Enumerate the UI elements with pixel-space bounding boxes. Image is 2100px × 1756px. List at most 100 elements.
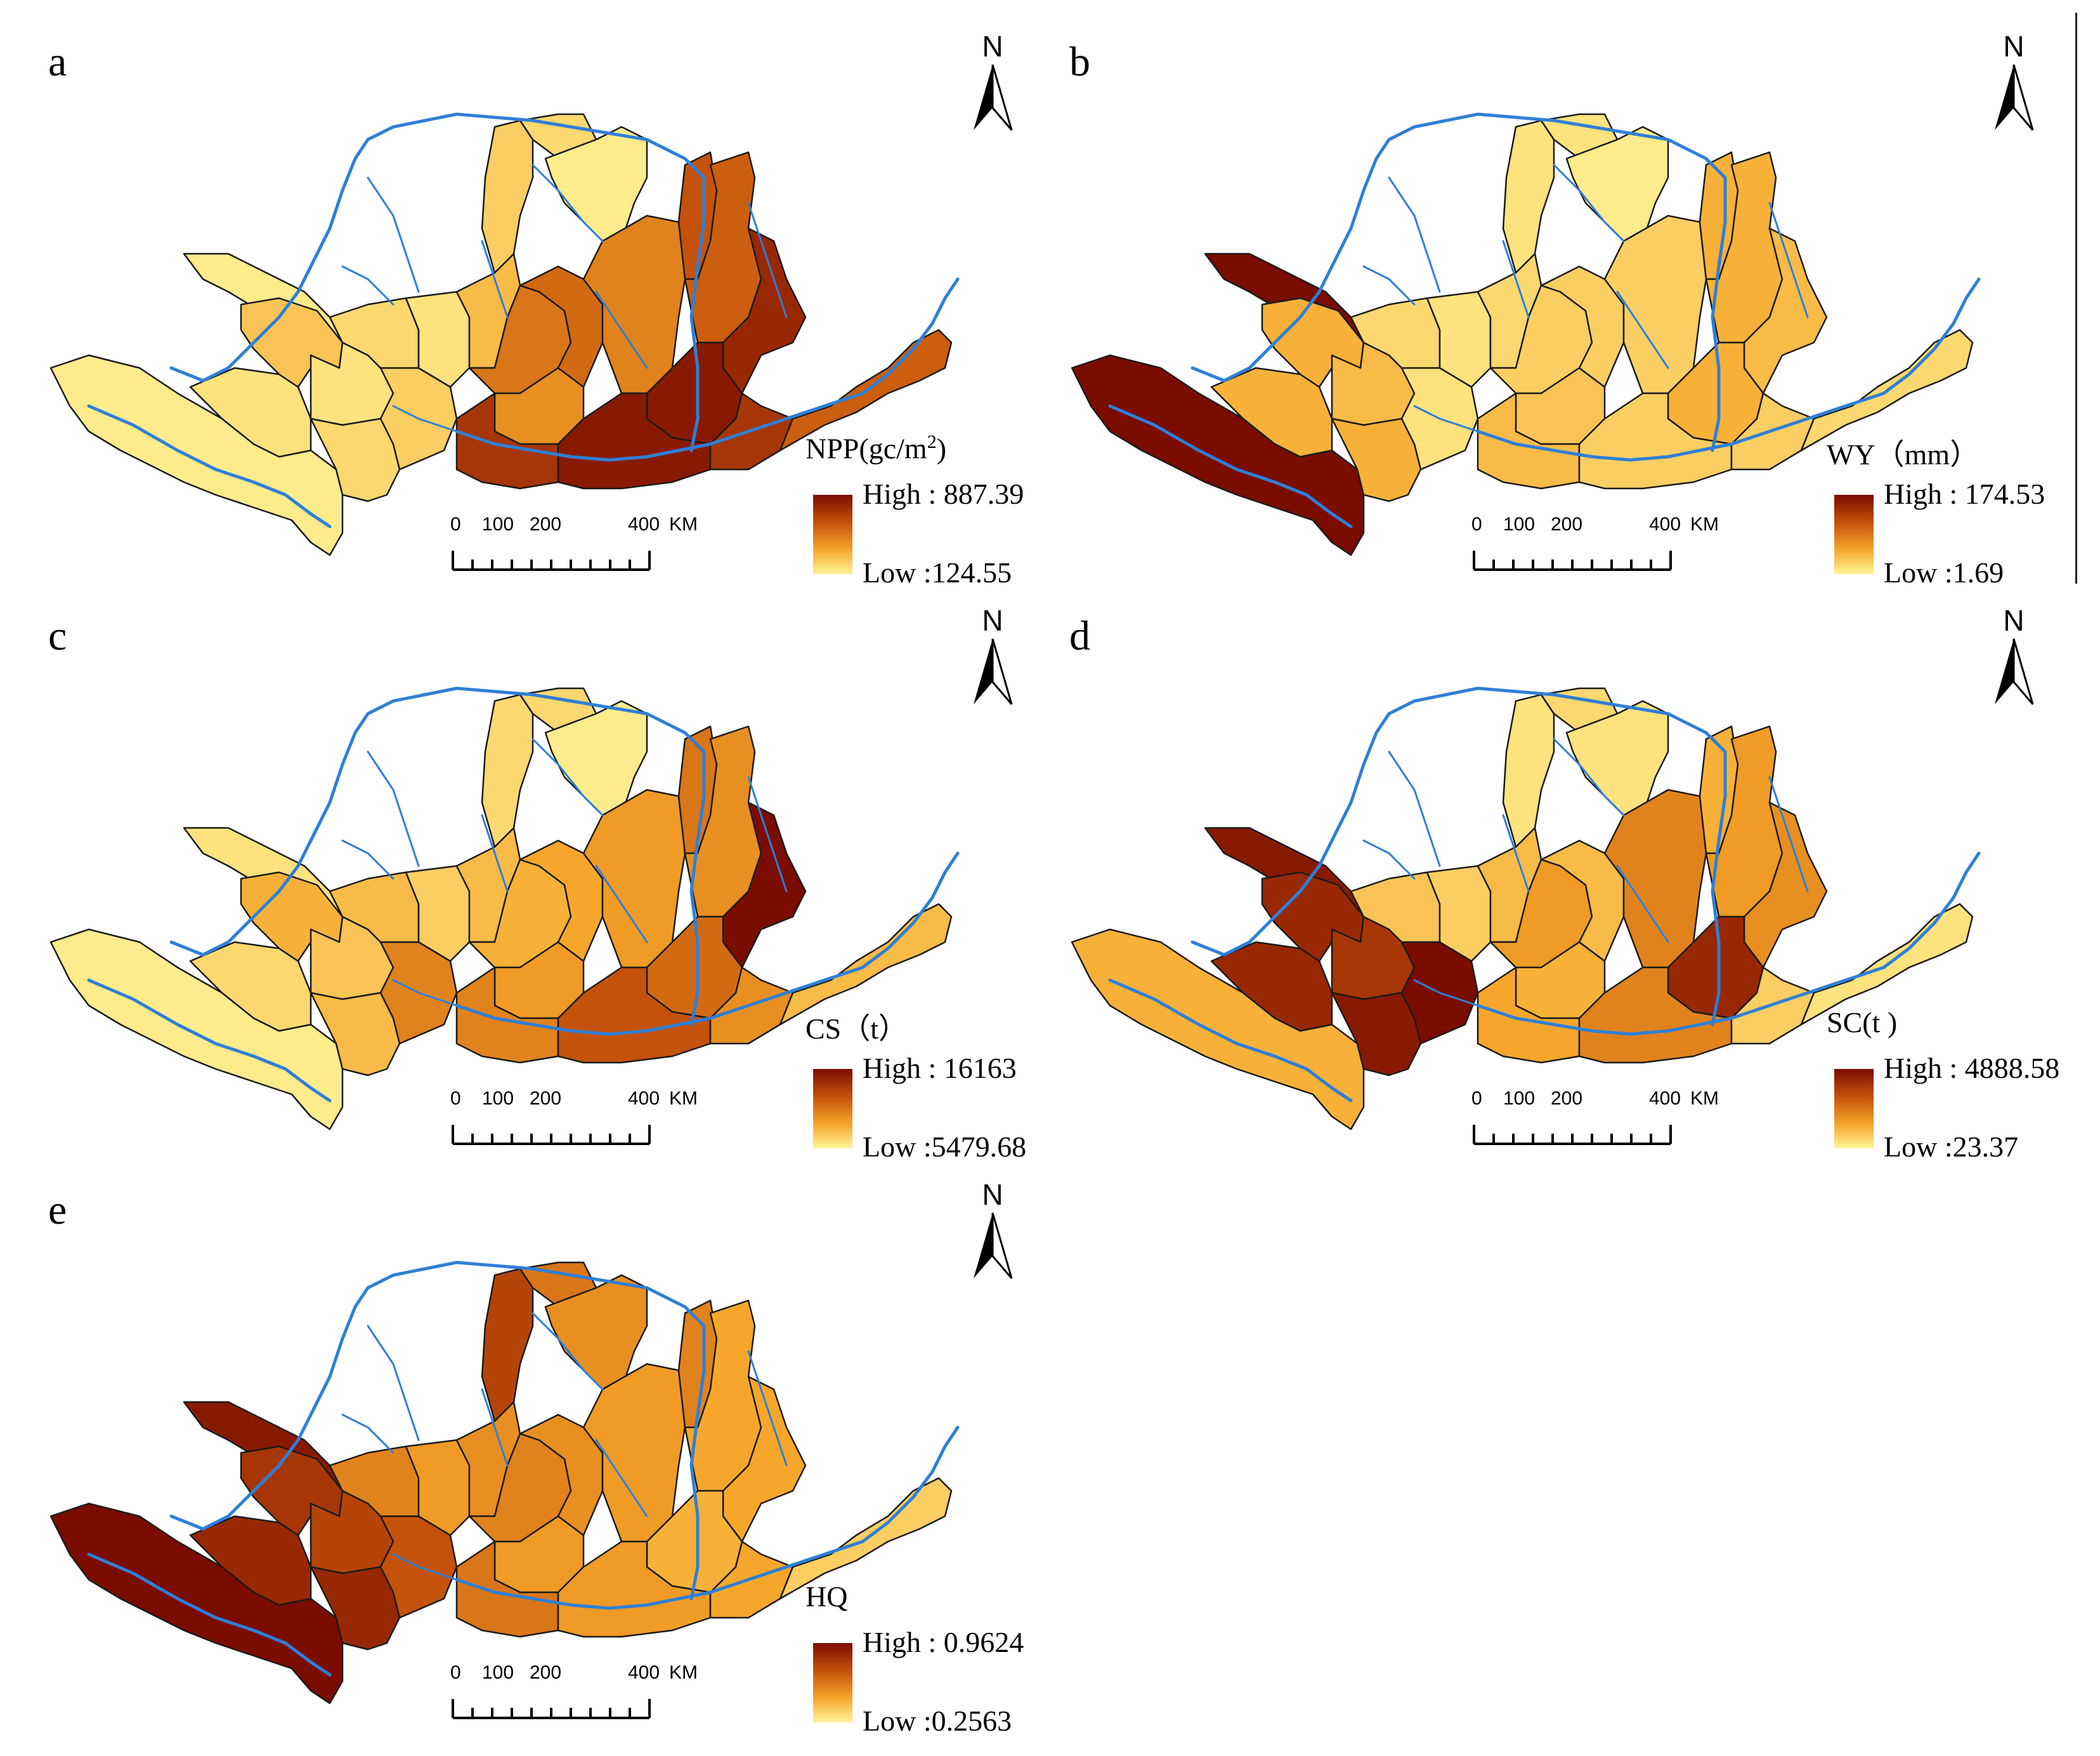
sub-basin-21 bbox=[722, 227, 807, 395]
legend-title-tail: ) bbox=[936, 432, 947, 465]
sub-basin-6 bbox=[1331, 992, 1422, 1077]
scale-tick-label: 400 bbox=[628, 1662, 660, 1683]
sub-basin-6 bbox=[1331, 417, 1422, 502]
legend: NPP(gc/m2) High : 887.39 Low :124.55 bbox=[805, 431, 1027, 589]
sub-basin-1 bbox=[1071, 928, 1365, 1130]
scale-tick-label: 0 bbox=[1471, 1088, 1482, 1109]
legend-color-ramp bbox=[1834, 495, 1874, 574]
scale-bar: 0 100 200 400 KM bbox=[450, 1088, 717, 1158]
panel-letter: c bbox=[48, 613, 67, 659]
legend-title-text: SC(t ) bbox=[1827, 1006, 1898, 1039]
sub-basin-1 bbox=[49, 1502, 344, 1705]
panel-b: b N 0 100 200 400 KM WY（mm） High : 174.53 Low :1.… bbox=[1034, 13, 2049, 589]
sub-basin-2 bbox=[189, 941, 312, 1032]
river-tributaries bbox=[341, 164, 788, 433]
scale-tick-label: 400 bbox=[628, 1088, 660, 1109]
river-tributaries bbox=[341, 1312, 788, 1581]
north-label: N bbox=[982, 604, 1003, 637]
legend-high-label: High : 4888.58 bbox=[1884, 1052, 2060, 1084]
north-arrow-icon bbox=[974, 638, 1013, 705]
sub-basin-2 bbox=[189, 367, 312, 458]
legend: SC(t ) High : 4888.58 Low :23.37 bbox=[1827, 1006, 2059, 1163]
legend-title-superscript: 2 bbox=[927, 431, 937, 452]
sub-basin-21 bbox=[722, 801, 807, 969]
basin-map bbox=[1071, 112, 1981, 556]
sub-basin-6 bbox=[310, 992, 401, 1077]
scale-tick-label: 100 bbox=[482, 514, 514, 535]
north-label: N bbox=[2003, 30, 2025, 63]
legend-title-text: CS（t） bbox=[805, 1012, 908, 1045]
scale-bar-graphic bbox=[452, 1699, 651, 1719]
legend-low-label: Low :23.37 bbox=[1884, 1130, 2019, 1163]
sub-basin-1 bbox=[49, 354, 344, 556]
sub-basin-1 bbox=[1071, 354, 1365, 556]
north-arrow-icon bbox=[974, 64, 1013, 131]
sub-basin-1 bbox=[49, 928, 344, 1130]
panel-letter: a bbox=[48, 39, 67, 85]
legend-title: CS（t） bbox=[805, 1006, 908, 1047]
sub-basin-11 bbox=[481, 693, 534, 848]
scale-tick-label: 200 bbox=[1551, 1088, 1583, 1109]
legend-title-text: HQ bbox=[805, 1580, 848, 1613]
scale-bar-graphic bbox=[1473, 1125, 1672, 1145]
scale-tick-label: 100 bbox=[1503, 514, 1536, 535]
panel-letter: e bbox=[48, 1187, 67, 1233]
sub-basin-17 bbox=[1540, 265, 1625, 388]
river-tributaries bbox=[341, 738, 788, 1007]
legend-low-label: Low :1.69 bbox=[1884, 556, 2004, 589]
scale-bar-graphic bbox=[452, 551, 651, 571]
legend-low-label: Low :124.55 bbox=[863, 556, 1012, 589]
river-main bbox=[87, 112, 960, 528]
panel-c: c N 0 100 200 400 KM CS（t） High : 16163 Low :5479… bbox=[13, 587, 1027, 1163]
scale-tick-label: 200 bbox=[530, 1088, 562, 1109]
river-main bbox=[1108, 686, 1981, 1103]
basin-map bbox=[49, 1261, 960, 1705]
river-main bbox=[87, 686, 960, 1103]
scale-unit-label: KM bbox=[1690, 1088, 1719, 1109]
scale-tick-label: 400 bbox=[628, 514, 660, 535]
north-label: N bbox=[982, 1178, 1003, 1211]
sub-basin-17 bbox=[519, 839, 604, 962]
scale-bar-graphic bbox=[1473, 551, 1672, 571]
sub-basin-2 bbox=[1210, 367, 1333, 458]
legend-color-ramp bbox=[813, 495, 852, 574]
north-arrow-icon bbox=[1995, 64, 2034, 131]
legend-title: NPP(gc/m2) bbox=[805, 431, 946, 465]
scale-bar: 0 100 200 400 KM bbox=[450, 514, 717, 584]
scale-tick-label: 200 bbox=[530, 514, 562, 535]
scale-bar: 0 100 200 400 KM bbox=[1471, 1088, 1738, 1158]
scale-tick-label: 400 bbox=[1649, 1088, 1681, 1109]
legend: WY（mm） High : 174.53 Low :1.69 bbox=[1827, 431, 2049, 589]
basin-map bbox=[1071, 686, 1981, 1130]
scale-tick-label: 100 bbox=[1503, 1088, 1536, 1109]
scale-tick-label: 400 bbox=[1649, 514, 1681, 535]
scale-tick-label: 200 bbox=[530, 1662, 562, 1683]
scale-tick-label: 0 bbox=[1471, 514, 1482, 535]
scale-unit-label: KM bbox=[669, 514, 698, 535]
sub-basin-11 bbox=[481, 1268, 534, 1422]
panel-letter: b bbox=[1069, 39, 1090, 85]
scale-bar: 0 100 200 400 KM bbox=[450, 1662, 717, 1732]
sub-basin-11 bbox=[481, 119, 534, 274]
river-main bbox=[87, 1261, 960, 1677]
scale-tick-label: 0 bbox=[450, 1088, 461, 1109]
scale-tick-label: 100 bbox=[482, 1088, 514, 1109]
north-arrow: N bbox=[1985, 606, 2042, 714]
sub-basin-6 bbox=[310, 1566, 401, 1651]
north-arrow-icon bbox=[1995, 638, 2034, 705]
legend-color-ramp bbox=[1834, 1069, 1874, 1148]
legend-color-ramp bbox=[813, 1069, 852, 1148]
river-main bbox=[1108, 112, 1981, 528]
panel-divider-line bbox=[2075, 13, 2077, 584]
legend-title: HQ bbox=[805, 1580, 847, 1613]
legend-title-text: NPP(gc/m bbox=[805, 432, 927, 465]
scale-tick-label: 0 bbox=[450, 1662, 461, 1683]
river-tributaries bbox=[1362, 738, 1809, 1007]
legend-title: SC(t ) bbox=[1827, 1006, 1897, 1039]
sub-basin-17 bbox=[519, 1413, 604, 1536]
north-arrow: N bbox=[1985, 32, 2042, 140]
panel-d: d N 0 100 200 400 KM SC(t ) High : 4888.58 Low :2… bbox=[1034, 587, 2059, 1163]
scale-unit-label: KM bbox=[669, 1662, 698, 1683]
legend-title: WY（mm） bbox=[1827, 431, 1979, 473]
legend-high-label: High : 16163 bbox=[863, 1052, 1017, 1084]
